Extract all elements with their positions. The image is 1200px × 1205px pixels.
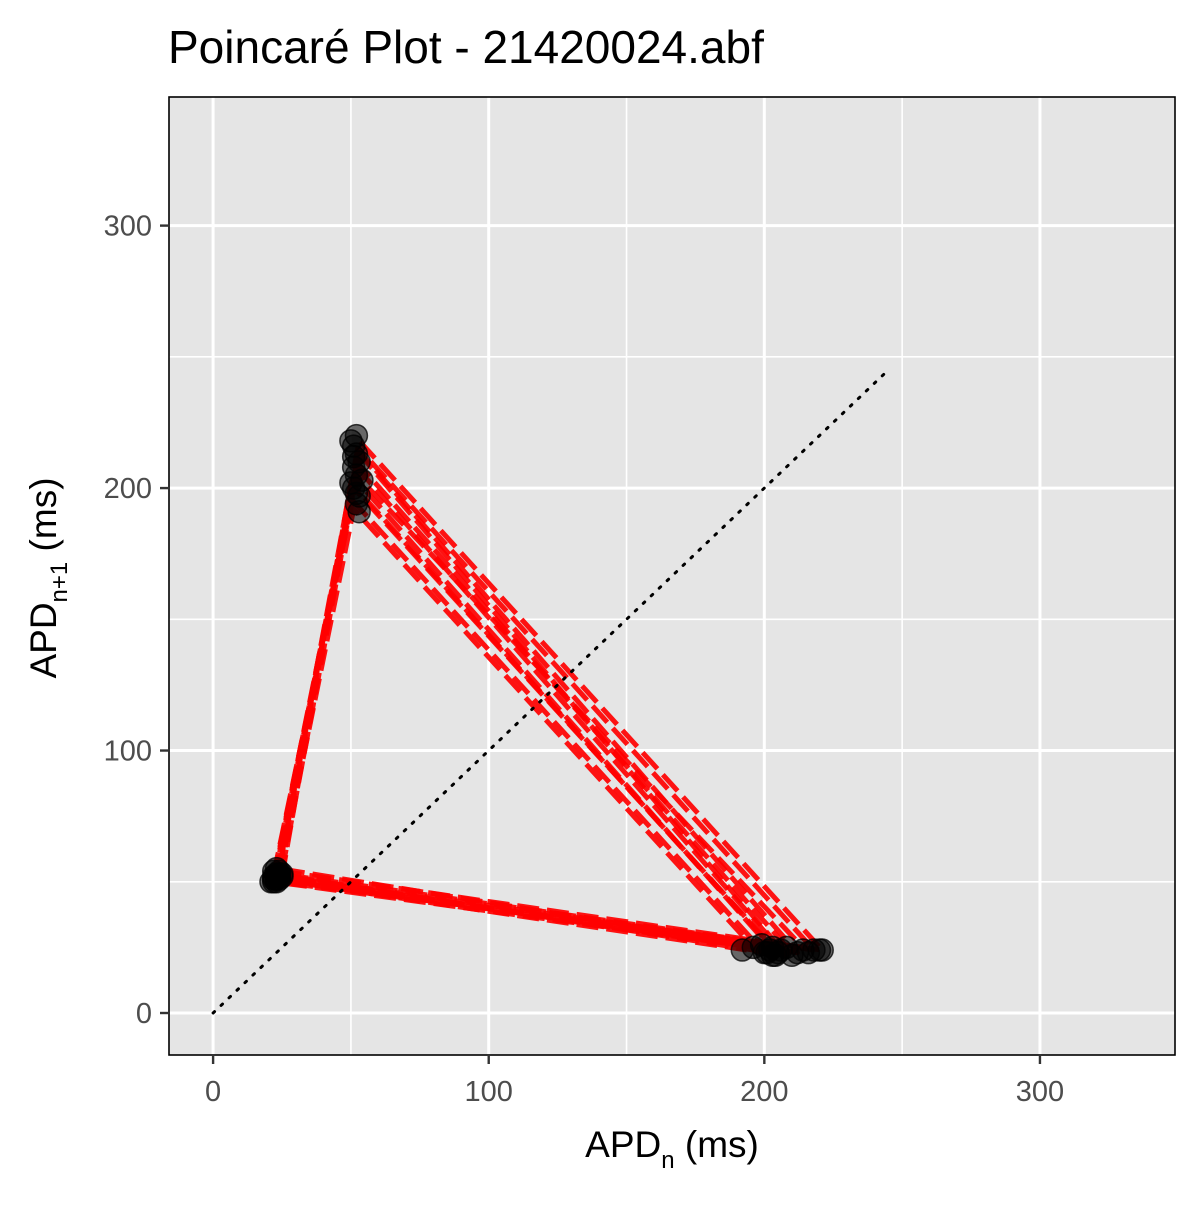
x-axis-title-base: APD: [585, 1124, 661, 1165]
y-tick-label: 300: [104, 211, 152, 243]
x-tick-label: 0: [205, 1076, 221, 1108]
series-path-lines: [271, 438, 825, 958]
x-tick-label: 200: [740, 1076, 788, 1108]
data-point: [344, 423, 369, 448]
y-axis-title: APDn+1 (ms): [23, 477, 73, 678]
y-tick-label: 0: [136, 998, 152, 1030]
series-points: [259, 423, 834, 968]
y-tick-label: 100: [104, 736, 152, 768]
grid-lines: [169, 97, 1175, 1055]
y-axis-title-unit: (ms): [23, 477, 64, 561]
x-axis-title-subscript: n: [661, 1147, 674, 1174]
data-point: [267, 862, 291, 886]
x-axis-title: APDn (ms): [585, 1124, 759, 1174]
plot-panel-border: [168, 96, 1176, 1056]
chart-title: Poincaré Plot - 21420024.abf: [168, 21, 764, 73]
series-path-cycle: [274, 464, 784, 953]
data-point: [341, 444, 366, 469]
data-point: [347, 499, 371, 524]
identity-line-path: [211, 368, 890, 1015]
y-axis: 0 100 200 300: [104, 211, 169, 1030]
x-tick-label: 300: [1016, 1076, 1064, 1108]
x-axis: 0 100 200 300: [205, 1055, 1064, 1108]
identity-line: [211, 368, 890, 1015]
x-axis-title-unit: (ms): [675, 1124, 759, 1165]
y-tick-label: 200: [104, 473, 152, 505]
y-axis-title-subscript: n+1: [46, 562, 73, 603]
data-point: [760, 943, 785, 968]
data-point: [810, 938, 834, 962]
y-axis-title-base: APD: [23, 602, 64, 678]
x-tick-label: 100: [465, 1076, 513, 1108]
